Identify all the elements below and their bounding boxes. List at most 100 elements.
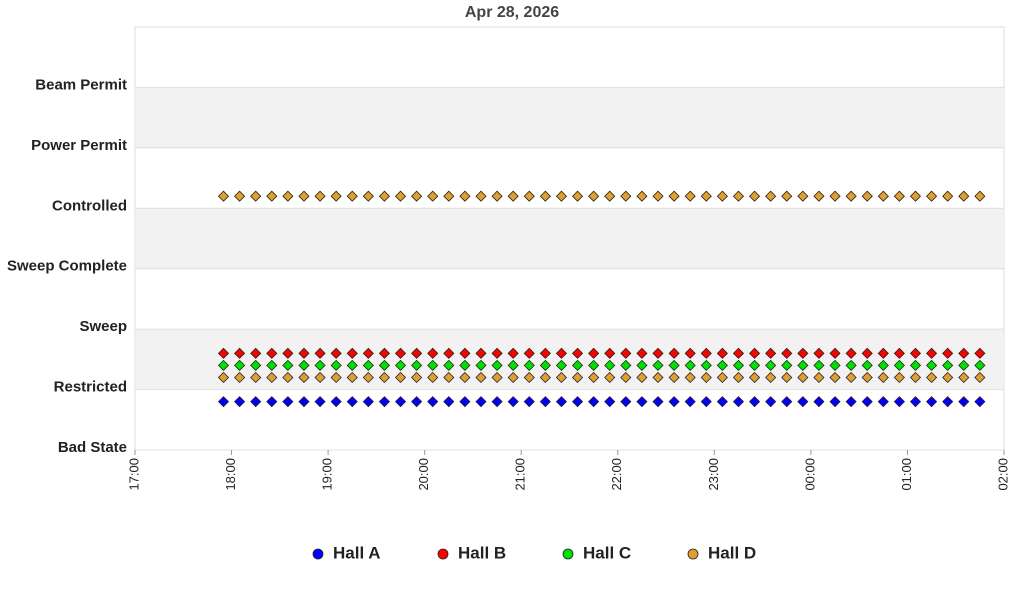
point [427,396,439,408]
point [716,371,728,384]
point [861,347,873,359]
x-tick-label: 22:00 [609,458,624,491]
point [539,347,551,359]
point [732,396,745,408]
point [700,347,712,359]
point [217,190,230,202]
point [314,190,326,202]
point [829,347,841,359]
point [861,371,873,384]
point [571,359,584,371]
point [620,396,632,408]
point [282,359,294,371]
point [346,190,358,202]
point [909,371,922,384]
point [555,190,568,202]
point [958,190,970,202]
point [829,359,841,371]
point [797,359,809,371]
point [926,371,938,384]
point [346,371,358,384]
chart-title: Apr 28, 2026 [465,4,559,21]
point [942,359,954,371]
point [234,190,246,202]
point [555,347,568,359]
point [588,396,600,408]
point [893,190,905,202]
point [813,359,825,371]
point [748,347,761,359]
point [877,359,889,371]
point [668,347,680,359]
point [539,396,551,408]
grid-band [136,208,1003,269]
point [330,190,342,202]
point [652,190,664,202]
point [411,396,423,408]
x-tick-label: 18:00 [223,458,238,491]
point [443,396,455,408]
legend-marker [437,548,449,560]
point [684,371,696,384]
point [298,396,310,408]
point [523,359,535,371]
point [523,396,535,408]
point [620,347,632,359]
point [813,190,825,202]
point [250,190,262,202]
point [234,359,246,371]
point [427,347,439,359]
x-tick-label: 23:00 [706,458,721,491]
point [394,371,407,384]
point [958,396,970,408]
point [942,347,954,359]
point [394,347,407,359]
point [571,190,584,202]
point [266,396,278,408]
point [459,347,471,359]
point [314,359,326,371]
point [443,371,455,384]
point [282,371,294,384]
point [604,190,616,202]
point [507,359,519,371]
point [620,190,632,202]
point [668,190,680,202]
x-tick-label: 19:00 [320,458,335,491]
point [588,347,600,359]
point [539,359,551,371]
point [893,359,905,371]
point [652,371,664,384]
point [813,371,825,384]
point [362,371,374,384]
point [974,359,986,371]
point [539,190,551,202]
point [700,371,712,384]
point [974,347,986,359]
point [411,359,423,371]
legend-label: Hall D [708,543,756,562]
point [475,396,487,408]
point [298,190,310,202]
grid-band [136,329,1003,390]
point [266,190,278,202]
point [282,396,294,408]
point [636,371,648,384]
point [765,359,777,371]
x-tick-label: 17:00 [126,458,141,491]
point [684,347,696,359]
point [748,190,761,202]
point [636,396,648,408]
point [636,190,648,202]
point [282,347,294,359]
point [346,396,358,408]
x-tick-label: 21:00 [513,458,528,491]
point [909,396,922,408]
point [250,371,262,384]
point [845,359,857,371]
point [877,396,889,408]
point [491,396,503,408]
point [909,190,922,202]
point [926,396,938,408]
y-tick-label: Sweep [79,318,127,335]
